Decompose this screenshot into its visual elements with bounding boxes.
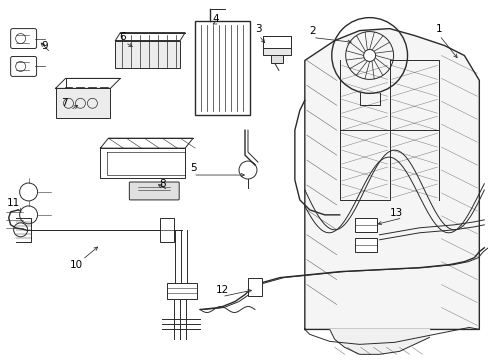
- Polygon shape: [329, 329, 428, 354]
- FancyBboxPatch shape: [11, 28, 37, 49]
- Text: 2: 2: [309, 26, 315, 36]
- Bar: [115, 41, 180, 68]
- Text: 13: 13: [389, 208, 403, 218]
- Text: 4: 4: [212, 14, 219, 24]
- Text: 3: 3: [255, 24, 262, 33]
- FancyBboxPatch shape: [129, 182, 179, 200]
- Circle shape: [363, 50, 375, 62]
- Text: 11: 11: [7, 198, 20, 208]
- Text: 12: 12: [215, 284, 228, 294]
- Bar: [354, 218, 376, 232]
- Bar: [270, 55, 283, 63]
- Text: 5: 5: [189, 163, 196, 173]
- Bar: [263, 36, 290, 48]
- Bar: [195, 21, 249, 115]
- Text: 1: 1: [435, 24, 442, 33]
- Bar: [160, 218, 174, 242]
- Text: 7: 7: [61, 98, 68, 108]
- Text: 6: 6: [119, 32, 125, 41]
- Polygon shape: [100, 148, 185, 178]
- Polygon shape: [56, 88, 110, 118]
- Text: 8: 8: [159, 179, 165, 189]
- Bar: [263, 36, 290, 55]
- Text: 10: 10: [70, 260, 83, 270]
- Bar: [167, 283, 197, 298]
- Bar: [247, 278, 262, 296]
- Text: 9: 9: [41, 41, 48, 50]
- Bar: [354, 238, 376, 252]
- FancyBboxPatch shape: [11, 57, 37, 76]
- Polygon shape: [304, 28, 478, 329]
